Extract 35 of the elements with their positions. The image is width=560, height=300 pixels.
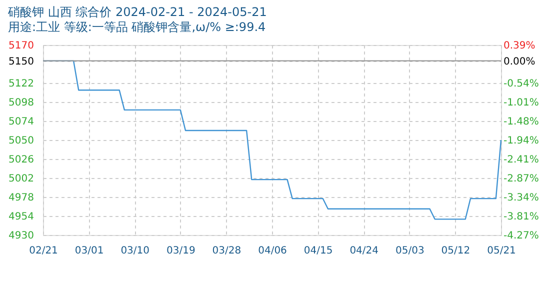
y2-tick-label: -2.87%: [504, 173, 539, 184]
y2-tick-label: 0.39%: [504, 40, 536, 52]
y2-tick-label: -1.94%: [504, 136, 539, 146]
y-tick-label: 5098: [8, 98, 34, 108]
y-tick-label: 5050: [8, 136, 34, 146]
y2-tick-label: -1.01%: [504, 98, 539, 109]
x-tick-label: 04/06: [258, 246, 287, 256]
y2-tick-label: -3.34%: [504, 192, 539, 204]
y-tick-label: 4954: [8, 212, 34, 222]
y-tick-label: 5026: [8, 154, 34, 166]
y-tick-label: 5170: [8, 40, 34, 52]
y-tick-label: 4930: [8, 230, 34, 242]
y2-tick-label: -1.48%: [504, 116, 539, 128]
y-tick-label: 5122: [8, 78, 34, 90]
x-tick-label: 03/28: [212, 246, 242, 256]
chart-subtitle: 用途:工业 等级:一等品 硝酸钾含量,ω/% ≥:99.4: [8, 20, 266, 34]
x-tick-label: 03/10: [120, 246, 150, 256]
y2-tick-label: -4.27%: [504, 230, 539, 242]
x-tick-label: 04/15: [304, 246, 333, 256]
y2-tick-label: 0.00%: [504, 56, 536, 68]
x-tick-label: 03/01: [74, 246, 104, 256]
x-tick-label: 05/12: [441, 246, 470, 256]
y2-tick-label: -0.54%: [504, 78, 539, 90]
x-tick-label: 04/24: [350, 246, 379, 256]
y-tick-label: 5074: [8, 116, 34, 128]
x-tick-label: 05/21: [487, 246, 516, 256]
chart-title: 硝酸钾 山西 综合价 2024-02-21 - 2024-05-21: [7, 5, 267, 19]
y-tick-label: 5150: [8, 56, 34, 68]
y-tick-label: 5002: [8, 174, 34, 184]
x-tick-label: 02/21: [29, 246, 58, 256]
x-tick-label: 05/03: [395, 246, 424, 256]
x-tick-label: 03/19: [166, 246, 196, 256]
y-tick-label: 4978: [8, 192, 34, 204]
y2-tick-label: -3.81%: [504, 212, 539, 223]
y2-tick-label: -2.41%: [504, 154, 539, 166]
